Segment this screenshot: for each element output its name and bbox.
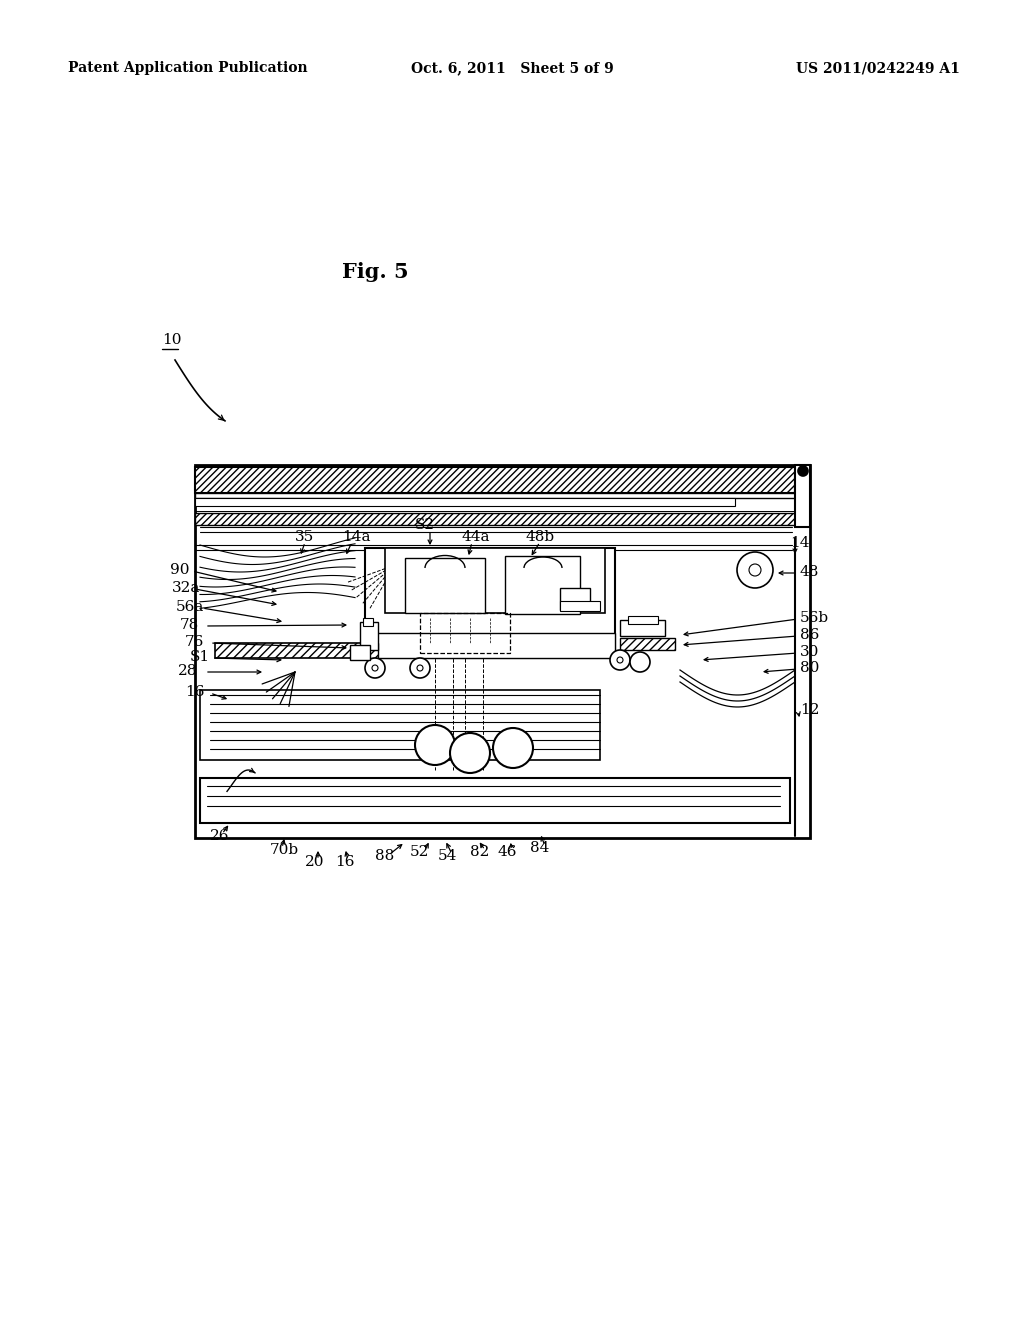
Circle shape bbox=[365, 657, 385, 678]
Text: 35: 35 bbox=[295, 531, 314, 544]
Bar bbox=[406, 558, 485, 612]
Text: 90: 90 bbox=[170, 564, 189, 577]
Bar bbox=[215, 643, 370, 657]
Text: US 2011/0242249 A1: US 2011/0242249 A1 bbox=[796, 61, 961, 75]
Text: 54: 54 bbox=[438, 849, 458, 863]
Text: 32a: 32a bbox=[172, 581, 201, 595]
Text: 20: 20 bbox=[305, 855, 325, 869]
Bar bbox=[200, 777, 790, 822]
Bar bbox=[195, 492, 795, 498]
Text: 30: 30 bbox=[800, 645, 819, 659]
Bar bbox=[195, 513, 795, 525]
Text: 16: 16 bbox=[335, 855, 354, 869]
Bar bbox=[195, 465, 810, 838]
Text: S2: S2 bbox=[415, 517, 435, 532]
Text: 44a: 44a bbox=[462, 531, 490, 544]
Text: 84: 84 bbox=[530, 841, 549, 855]
Bar bbox=[365, 548, 615, 657]
Circle shape bbox=[415, 725, 455, 766]
Circle shape bbox=[630, 652, 650, 672]
Text: 12: 12 bbox=[800, 704, 819, 717]
Bar bbox=[350, 645, 370, 660]
Text: 88: 88 bbox=[375, 849, 394, 863]
Text: Patent Application Publication: Patent Application Publication bbox=[68, 61, 307, 75]
Bar bbox=[362, 643, 378, 657]
Bar bbox=[505, 556, 580, 614]
Circle shape bbox=[610, 649, 630, 671]
Text: 14: 14 bbox=[790, 536, 810, 550]
Bar bbox=[560, 601, 600, 611]
Bar bbox=[195, 467, 795, 492]
Text: Fig. 5: Fig. 5 bbox=[342, 261, 409, 282]
Circle shape bbox=[372, 665, 378, 671]
Bar bbox=[195, 498, 735, 506]
Circle shape bbox=[737, 552, 773, 587]
Bar bbox=[200, 690, 600, 760]
Text: 78: 78 bbox=[180, 618, 200, 632]
Text: 16: 16 bbox=[185, 685, 205, 700]
Text: 10: 10 bbox=[162, 333, 181, 347]
Bar bbox=[620, 620, 665, 636]
Bar bbox=[620, 638, 675, 649]
Bar bbox=[420, 612, 510, 653]
Text: 76: 76 bbox=[185, 635, 205, 649]
Text: 86: 86 bbox=[800, 628, 819, 642]
Circle shape bbox=[410, 657, 430, 678]
Text: 28: 28 bbox=[178, 664, 198, 678]
Text: Oct. 6, 2011   Sheet 5 of 9: Oct. 6, 2011 Sheet 5 of 9 bbox=[411, 61, 613, 75]
Circle shape bbox=[417, 665, 423, 671]
Text: 14a: 14a bbox=[342, 531, 371, 544]
Text: 52: 52 bbox=[410, 845, 429, 859]
Circle shape bbox=[450, 733, 490, 774]
Circle shape bbox=[493, 729, 534, 768]
Text: 48b: 48b bbox=[526, 531, 555, 544]
Text: 80: 80 bbox=[800, 661, 819, 675]
Text: 56b: 56b bbox=[800, 611, 829, 624]
Text: 82: 82 bbox=[470, 845, 489, 859]
Bar bbox=[628, 616, 658, 624]
Bar bbox=[385, 548, 605, 612]
Bar bbox=[795, 465, 810, 527]
Bar bbox=[365, 634, 615, 657]
Circle shape bbox=[749, 564, 761, 576]
Bar bbox=[560, 587, 590, 610]
Text: 48: 48 bbox=[800, 565, 819, 579]
Bar bbox=[362, 618, 373, 626]
Text: S1: S1 bbox=[190, 649, 210, 664]
Bar bbox=[360, 622, 378, 649]
Text: 46: 46 bbox=[497, 845, 516, 859]
Text: 26: 26 bbox=[210, 829, 229, 843]
Circle shape bbox=[798, 466, 808, 477]
Text: 70b: 70b bbox=[270, 843, 299, 857]
Text: 56a: 56a bbox=[176, 601, 205, 614]
Circle shape bbox=[617, 657, 623, 663]
